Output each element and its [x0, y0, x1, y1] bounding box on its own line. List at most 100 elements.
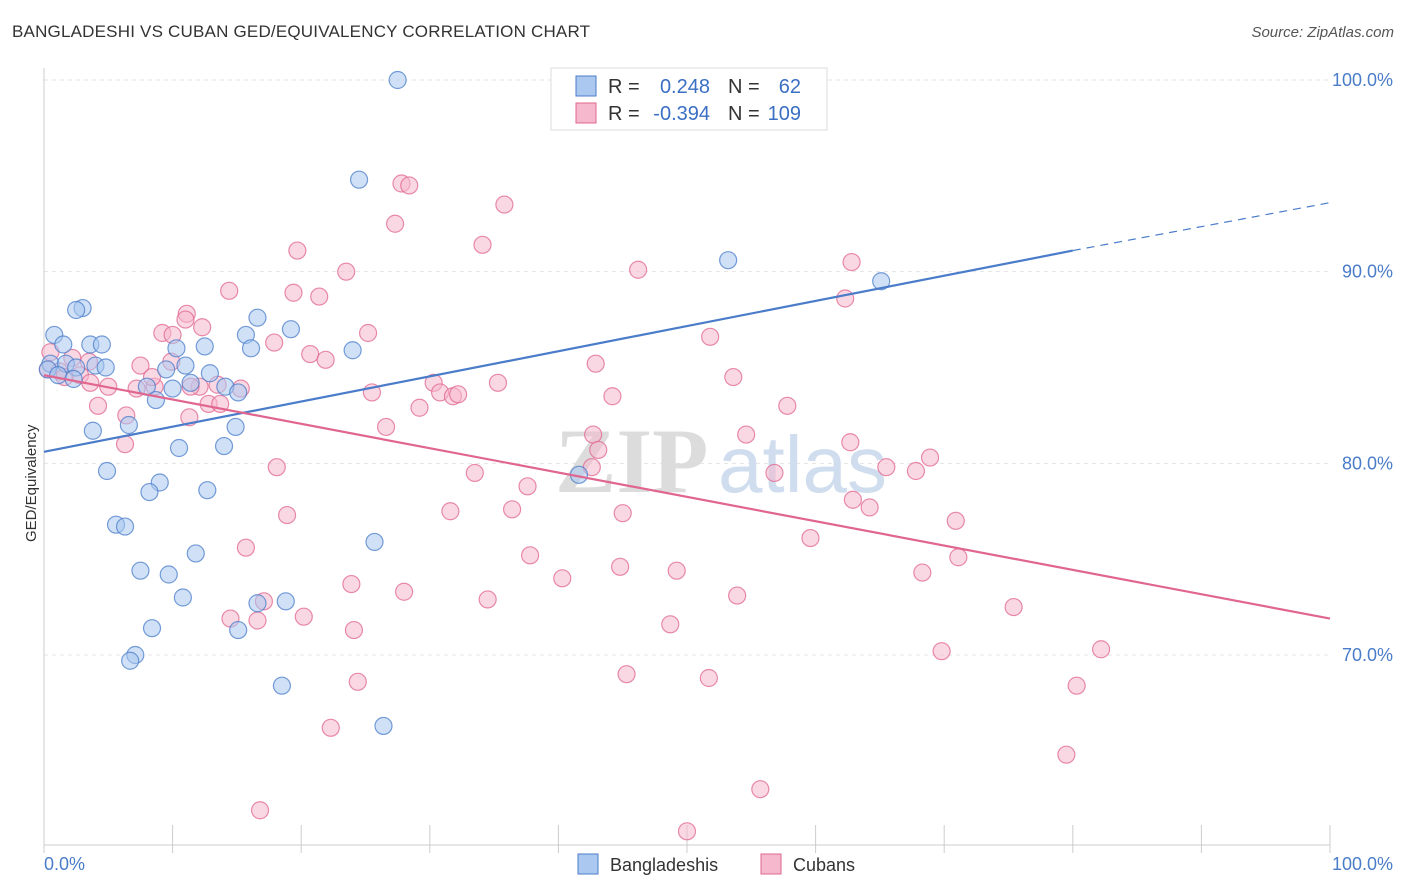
point-cubans-105 [751, 780, 770, 799]
stats-r-value-2: -0.394 [653, 103, 710, 125]
point-cubans-103 [321, 718, 340, 737]
y-tick-label-90: 90.0% [1342, 262, 1393, 282]
legend-label-cubans: Cubans [793, 855, 855, 875]
point-cubans-106 [250, 801, 270, 820]
stats-r-value-1: 0.248 [660, 76, 710, 98]
point-bangladeshis-23 [176, 356, 195, 375]
legend-label-bangladeshis: Bangladeshis [610, 855, 718, 875]
point-cubans-73 [277, 505, 297, 525]
gridlines [44, 79, 1330, 656]
axes [43, 68, 1331, 853]
point-cubans-18 [358, 323, 378, 343]
point-cubans-49 [603, 387, 622, 406]
point-cubans-24 [301, 344, 320, 364]
legend-swatch-cubans [760, 853, 782, 875]
point-cubans-1 [400, 176, 419, 195]
point-bangladeshis-49 [131, 561, 150, 580]
point-cubans-74 [441, 502, 460, 521]
point-cubans-25 [316, 350, 335, 369]
point-cubans-76 [613, 504, 632, 523]
point-bangladeshis-8 [281, 320, 301, 339]
point-cubans-26 [131, 356, 150, 375]
trend-line-bangladeshis [43, 249, 1074, 453]
trend-lines [43, 202, 1331, 620]
point-bangladeshis-59 [374, 716, 393, 736]
point-bangladeshis-13 [92, 335, 111, 354]
point-bangladeshis-28 [200, 364, 219, 383]
legend-swatch-bangladeshis [577, 853, 599, 875]
point-bangladeshis-14 [195, 337, 214, 356]
point-cubans-82 [949, 548, 968, 567]
stats-n-value-1: 62 [779, 76, 801, 98]
point-cubans-77 [946, 511, 965, 530]
point-cubans-3 [385, 214, 405, 233]
point-cubans-56 [778, 396, 797, 415]
point-bangladeshis-32 [229, 383, 248, 402]
point-cubans-9 [220, 281, 239, 300]
point-cubans-12 [836, 289, 855, 308]
point-cubans-101 [348, 672, 367, 691]
point-cubans-63 [920, 448, 940, 467]
point-cubans-44 [724, 367, 743, 387]
point-bangladeshis-15 [167, 339, 186, 358]
point-cubans-5 [288, 241, 307, 260]
point-cubans-68 [877, 458, 896, 477]
point-cubans-65 [465, 463, 484, 483]
y-tick-label-80: 80.0% [1342, 453, 1393, 473]
x-tick-label-end: 100.0% [1332, 854, 1393, 874]
point-cubans-11 [310, 287, 329, 306]
point-cubans-43 [488, 373, 508, 392]
point-cubans-70 [518, 477, 537, 496]
stats-n-label-1: N = [728, 76, 760, 98]
point-bangladeshis-53 [276, 592, 295, 611]
point-cubans-94 [1004, 597, 1023, 617]
point-cubans-80 [521, 546, 540, 565]
point-cubans-100 [699, 668, 718, 688]
point-cubans-96 [661, 615, 680, 634]
point-cubans-59 [737, 425, 756, 444]
point-cubans-89 [728, 586, 747, 605]
point-bangladeshis-54 [142, 619, 162, 638]
point-cubans-84 [667, 561, 686, 580]
point-cubans-81 [611, 557, 630, 576]
point-bangladeshis-44 [198, 481, 217, 500]
tick-labels: 70.0% 80.0% 90.0% 100.0% 0.0% 100.0% [44, 70, 1393, 874]
point-bangladeshis-55 [229, 620, 248, 640]
point-bangladeshis-7 [248, 308, 267, 327]
point-cubans-107 [677, 822, 697, 841]
y-axis-label: GED/Equivalency [23, 424, 40, 542]
stats-r-label-1: R = [608, 76, 640, 98]
point-cubans-75 [503, 500, 522, 519]
point-bangladeshis-22 [96, 358, 115, 377]
point-cubans-64 [267, 458, 286, 477]
point-cubans-87 [394, 582, 414, 601]
point-cubans-27 [586, 354, 605, 373]
point-bangladeshis-35 [83, 421, 102, 440]
trend-line-bangladeshis-extension [1072, 202, 1331, 252]
point-cubans-99 [617, 665, 636, 684]
point-bangladeshis-0 [388, 70, 407, 90]
point-cubans-98 [1091, 640, 1111, 659]
point-bangladeshis-52 [248, 594, 267, 613]
point-cubans-97 [932, 642, 951, 661]
point-bangladeshis-6 [67, 300, 86, 320]
point-cubans-92 [248, 611, 267, 630]
point-cubans-20 [265, 333, 284, 352]
stats-n-label-2: N = [728, 103, 760, 125]
point-bangladeshis-50 [159, 565, 178, 584]
point-cubans-57 [376, 417, 396, 437]
point-bangladeshis-43 [140, 482, 159, 502]
point-bangladeshis-33 [163, 379, 182, 398]
point-bangladeshis-57 [121, 651, 140, 670]
point-bangladeshis-51 [173, 588, 192, 607]
point-cubans-71 [843, 490, 862, 509]
point-cubans-85 [913, 563, 932, 582]
point-bangladeshis-4 [872, 272, 891, 291]
point-cubans-48 [448, 385, 468, 404]
point-bangladeshis-47 [365, 532, 384, 552]
point-bangladeshis-30 [181, 373, 200, 392]
point-cubans-14 [176, 310, 195, 329]
point-cubans-72 [860, 498, 879, 517]
point-bangladeshis-37 [226, 417, 245, 437]
chart-title: BANGLADESHI VS CUBAN GED/EQUIVALENCY COR… [12, 22, 591, 41]
